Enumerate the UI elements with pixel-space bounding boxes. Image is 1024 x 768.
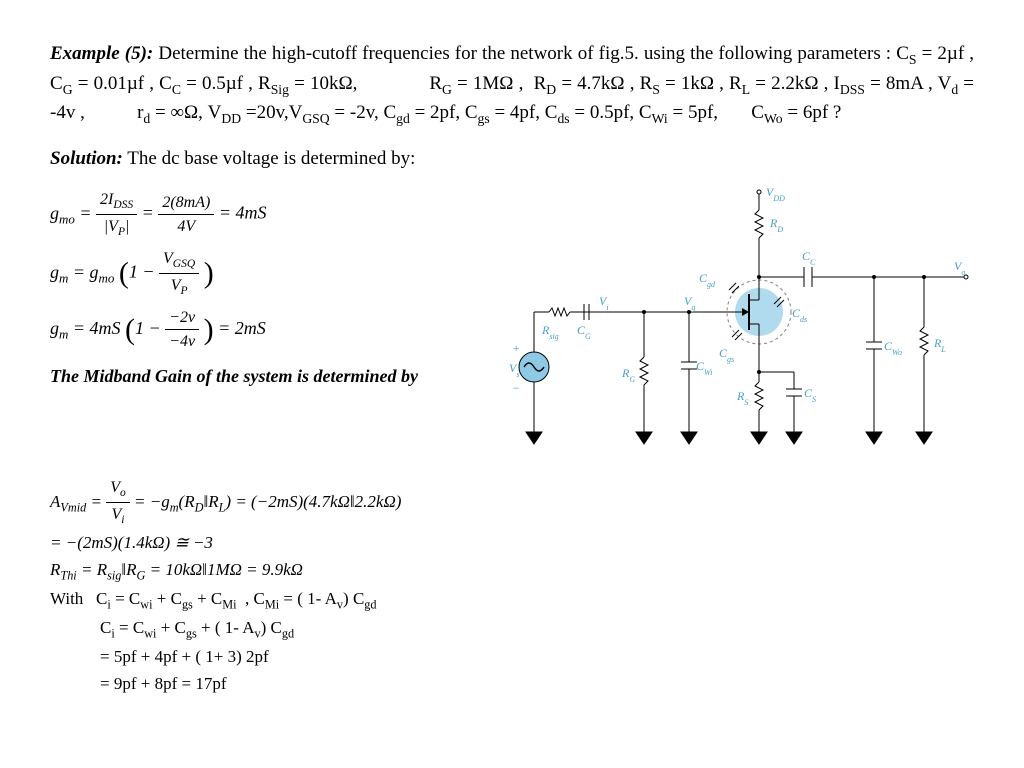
example-title: Example (5): <box>50 43 153 64</box>
svg-text:Vg: Vg <box>684 294 695 312</box>
svg-text:CC: CC <box>802 249 816 267</box>
solution-header: Solution: The dc base voltage is determi… <box>50 145 974 173</box>
equation-gm2: gm = 4mS (1 − −2v−4v ) = 2mS <box>50 306 474 353</box>
equation-9: = 5pf + 4pf + ( 1+ 3) 2pf <box>50 645 974 670</box>
svg-text:RL: RL <box>933 336 946 354</box>
solution-label: Solution: <box>50 148 123 169</box>
svg-text:RS: RS <box>736 389 748 407</box>
problem-intro: Determine the high-cutoff frequencies fo… <box>158 43 896 64</box>
svg-text:RG: RG <box>621 366 635 384</box>
solution-text: The dc base voltage is determined by: <box>127 148 415 169</box>
svg-text:Vo: Vo <box>954 259 965 277</box>
svg-text:+: + <box>512 341 520 355</box>
circuit-diagram: VDD RD CC Vo <box>474 182 974 462</box>
equation-5: = −(2mS)(1.4kΩ) ≅ −3 <box>50 531 974 556</box>
equation-7: With Ci = Cwi + Cgs + CMi , CMi = ( 1- A… <box>50 587 974 614</box>
equation-8: Ci = Cwi + Cgs + ( 1- Av) Cgd <box>50 616 974 643</box>
midband-heading: The Midband Gain of the system is determ… <box>50 363 474 389</box>
equation-gmo: gmo = 2IDSS|VP| = 2(8mA)4V = 4mS <box>50 188 474 241</box>
equation-6: RThi = Rsig‖RG = 10kΩ‖1MΩ = 9.9kΩ <box>50 558 974 585</box>
svg-text:VDD: VDD <box>766 185 785 203</box>
svg-text:Vs: Vs <box>509 361 519 379</box>
svg-text:Cds: Cds <box>792 306 807 324</box>
svg-text:RD: RD <box>769 216 783 234</box>
svg-text:CWo: CWo <box>884 339 902 357</box>
problem-statement: Example (5): Determine the high-cutoff f… <box>50 40 974 129</box>
svg-text:Cgs: Cgs <box>719 346 734 364</box>
svg-text:Cgd: Cgd <box>699 271 716 289</box>
equation-gm1: gm = gmo (1 − VGSQVP ) <box>50 247 474 300</box>
svg-text:CS: CS <box>804 386 816 404</box>
equation-10: = 9pf + 8pf = 17pf <box>50 672 974 697</box>
svg-text:Rsig: Rsig <box>541 323 559 341</box>
svg-text:CWi: CWi <box>696 359 712 377</box>
svg-text:CG: CG <box>577 323 591 341</box>
svg-text:Vi: Vi <box>599 294 609 312</box>
equation-avmid: AVmid = VoVi = −gm(RD‖RL) = (−2mS)(4.7kΩ… <box>50 476 974 529</box>
svg-text:−: − <box>512 381 520 395</box>
